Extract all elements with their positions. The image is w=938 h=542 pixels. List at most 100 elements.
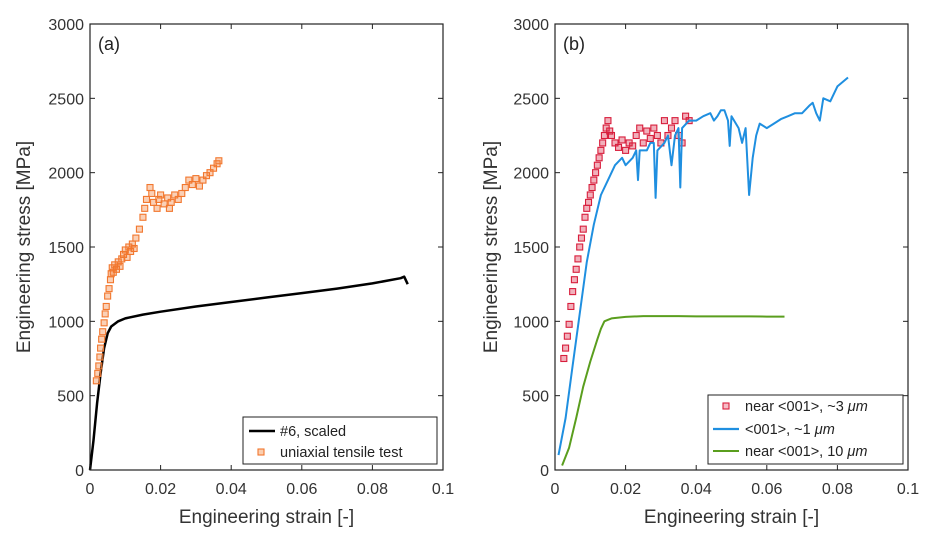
data-point-uniaxial-tensile-test bbox=[215, 157, 223, 165]
legend-label-near-3um: near <001>, ~3 μm bbox=[745, 399, 868, 415]
data-point-uniaxial-tensile-test bbox=[167, 198, 175, 206]
data-point-uniaxial-tensile-test bbox=[141, 204, 149, 212]
data-point-near-001-3-m bbox=[632, 131, 640, 140]
data-point-uniaxial-tensile-test bbox=[101, 310, 109, 318]
data-point-uniaxial-tensile-test bbox=[105, 285, 113, 293]
legend-label-scaled: #6, scaled bbox=[280, 424, 346, 440]
data-point-near-001-3-m bbox=[614, 143, 623, 151]
x-tick-label: 0.02 bbox=[145, 481, 176, 498]
data-point-uniaxial-tensile-test bbox=[106, 276, 115, 284]
chart-panel-a: 0 0.02 0.04 0.06 0.08 0.1 0 500 1000 1500 2000 2500… bbox=[14, 17, 454, 528]
data-point-uniaxial-tensile-test bbox=[104, 292, 112, 300]
y-tick-label: 2000 bbox=[513, 166, 549, 183]
data-point-near-001-3-m bbox=[622, 146, 630, 154]
data-point-near-001-3-m bbox=[563, 332, 571, 340]
data-point-uniaxial-tensile-test bbox=[97, 344, 105, 352]
data-point-uniaxial-tensile-test bbox=[157, 191, 165, 199]
data-point-near-001-3-m bbox=[584, 198, 593, 206]
data-point-uniaxial-tensile-test bbox=[132, 234, 140, 242]
data-point-uniaxial-tensile-test bbox=[195, 182, 203, 190]
legend-marker-orange bbox=[257, 448, 265, 456]
data-point-near-001-3-m bbox=[569, 288, 577, 296]
x-tick-label: 0.1 bbox=[432, 481, 454, 498]
y-tick-label: 2500 bbox=[513, 91, 549, 108]
data-point-near-001-3-m bbox=[646, 134, 654, 143]
data-point-near-001-3-m bbox=[574, 255, 582, 263]
data-point-uniaxial-tensile-test bbox=[95, 362, 103, 370]
data-point-near-001-3-m bbox=[560, 354, 568, 363]
data-point-near-001-3-m bbox=[604, 117, 612, 125]
data-point-uniaxial-tensile-test bbox=[178, 189, 186, 198]
legend-unit-near-3um: μm bbox=[847, 399, 868, 415]
legend-marker-red bbox=[722, 402, 730, 410]
data-point-near-001-3-m bbox=[567, 302, 575, 311]
x-tick-label: 0 bbox=[551, 481, 560, 498]
data-point-uniaxial-tensile-test bbox=[130, 244, 138, 253]
data-point-uniaxial-tensile-test bbox=[96, 353, 104, 361]
data-point-uniaxial-tensile-test bbox=[142, 195, 151, 203]
y-tick-label: 3000 bbox=[513, 17, 549, 34]
data-point-near-001-3-m bbox=[562, 344, 570, 352]
legend-unit-near-10um: μm bbox=[846, 444, 867, 460]
data-point-near-001-3-m bbox=[618, 136, 626, 144]
data-point-near-001-3-m bbox=[579, 225, 587, 233]
data-point-near-001-3-m bbox=[576, 243, 584, 251]
y-tick-label: 0 bbox=[540, 463, 549, 480]
data-point-near-001-3-m bbox=[583, 204, 591, 212]
chart-panel-b: 0 0.02 0.04 0.06 0.08 0.1 0 500 1000 1500 2000 2500… bbox=[481, 17, 919, 528]
data-point-near-001-3-m bbox=[593, 161, 601, 169]
series-line-001-1-m bbox=[557, 76, 849, 456]
x-tick-label: 0.08 bbox=[357, 481, 388, 498]
y-tick-label: 500 bbox=[57, 389, 84, 406]
data-point-uniaxial-tensile-test bbox=[92, 377, 100, 385]
data-point-uniaxial-tensile-test bbox=[174, 195, 182, 203]
x-tick-label: 0.06 bbox=[751, 481, 782, 498]
axis-ticks-b: 0 0.02 0.04 0.06 0.08 0.1 0 500 1000 1500 2000 2500… bbox=[513, 17, 919, 498]
data-point-uniaxial-tensile-test bbox=[118, 255, 126, 263]
series-line-near-001-10-m bbox=[561, 315, 785, 466]
legend-b: near <001>, ~3 μm <001>, ~1 μm near <001… bbox=[707, 394, 904, 465]
data-point-uniaxial-tensile-test bbox=[102, 302, 110, 311]
data-point-near-001-3-m bbox=[586, 191, 594, 199]
legend-box-a bbox=[242, 416, 438, 465]
data-point-near-001-3-m bbox=[653, 131, 661, 140]
data-point-near-001-3-m bbox=[671, 117, 679, 125]
x-axis-label-a: Engineering strain [-] bbox=[179, 507, 354, 528]
data-point-near-001-3-m bbox=[572, 265, 580, 273]
data-point-near-001-3-m bbox=[581, 213, 589, 221]
x-tick-label: 0.04 bbox=[216, 481, 247, 498]
plot-frame-a bbox=[89, 23, 444, 471]
data-point-uniaxial-tensile-test bbox=[146, 183, 154, 192]
data-point-near-001-3-m bbox=[590, 176, 598, 184]
x-tick-label: 0.02 bbox=[610, 481, 641, 498]
data-point-uniaxial-tensile-test bbox=[153, 204, 161, 212]
legend-prefix-near-10um: near <001>, 10 bbox=[745, 444, 847, 460]
data-point-near-001-3-m bbox=[660, 117, 668, 125]
data-point-uniaxial-tensile-test bbox=[98, 335, 106, 343]
x-tick-label: 0.04 bbox=[681, 481, 712, 498]
axis-ticks-a: 0 0.02 0.04 0.06 0.08 0.1 0 500 1000 1500 2000 2500… bbox=[48, 17, 454, 498]
data-point-near-001-3-m bbox=[639, 139, 647, 147]
data-point-uniaxial-tensile-test bbox=[188, 181, 196, 189]
x-axis-label-b: Engineering strain [-] bbox=[644, 507, 819, 528]
data-point-near-001-3-m bbox=[606, 127, 614, 135]
data-point-uniaxial-tensile-test bbox=[100, 319, 108, 327]
data-point-near-001-3-m bbox=[600, 131, 608, 140]
data-point-near-001-3-m bbox=[629, 142, 637, 150]
data-point-near-001-3-m bbox=[667, 124, 676, 132]
x-tick-label: 0.08 bbox=[822, 481, 853, 498]
legend-prefix-near-3um: near <001>, ~3 bbox=[745, 399, 848, 415]
data-point-near-001-3-m bbox=[636, 124, 644, 132]
y-tick-label: 2000 bbox=[48, 166, 84, 183]
data-point-near-001-3-m bbox=[607, 131, 616, 140]
y-tick-label: 1500 bbox=[513, 240, 549, 257]
legend-unit-1um: μm bbox=[814, 422, 835, 438]
data-point-uniaxial-tensile-test bbox=[123, 253, 131, 261]
panel-label-a: (a) bbox=[98, 34, 120, 54]
plot-area-b bbox=[557, 76, 849, 466]
legend-label-tensile: uniaxial tensile test bbox=[280, 445, 403, 461]
legend-box-b bbox=[707, 394, 904, 465]
data-point-near-001-3-m bbox=[588, 183, 596, 192]
data-point-near-001-3-m bbox=[650, 124, 658, 132]
